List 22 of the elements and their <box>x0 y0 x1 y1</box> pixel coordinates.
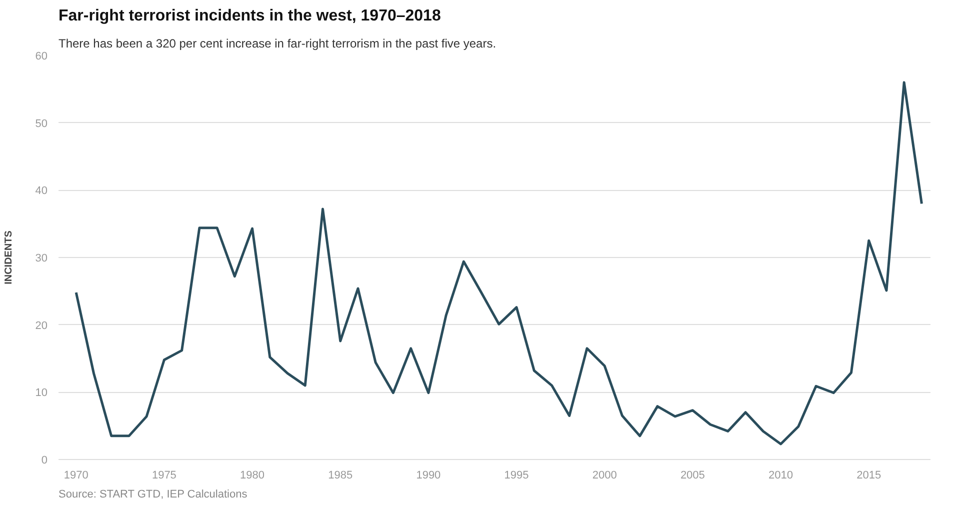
chart-title: Far-right terrorist incidents in the west, 1970–2018 <box>58 8 441 24</box>
x-tick-label: 2010 <box>768 470 794 482</box>
line-series <box>74 81 923 446</box>
x-tick-label: 1985 <box>328 470 353 482</box>
y-tick-label: 50 <box>35 118 48 130</box>
y-tick-label: 20 <box>35 320 48 332</box>
x-tick-label: 1980 <box>240 470 265 482</box>
x-tick-label: 1975 <box>152 470 176 482</box>
y-tick-label: 30 <box>35 252 48 264</box>
y-tick-label: 10 <box>35 387 48 400</box>
x-tick-label: 2000 <box>592 470 617 482</box>
x-tick-label: 2015 <box>856 470 882 482</box>
source-note: Source: START GTD, IEP Calculations <box>58 488 248 500</box>
y-tick-label: 60 <box>35 50 48 62</box>
y-tick-label: 0 <box>41 454 48 466</box>
y-tick-label: 40 <box>35 185 48 198</box>
y-axis-title: INCIDENTS <box>3 230 14 284</box>
x-tick-label: 1970 <box>64 470 88 482</box>
x-tick-label: 2005 <box>680 470 705 482</box>
x-tick-label: 1995 <box>504 470 529 482</box>
chart-subtitle: There has been a 320 per cent increase in far-right terrorism in the past five years. <box>58 36 496 50</box>
x-tick-label: 1990 <box>416 470 441 482</box>
